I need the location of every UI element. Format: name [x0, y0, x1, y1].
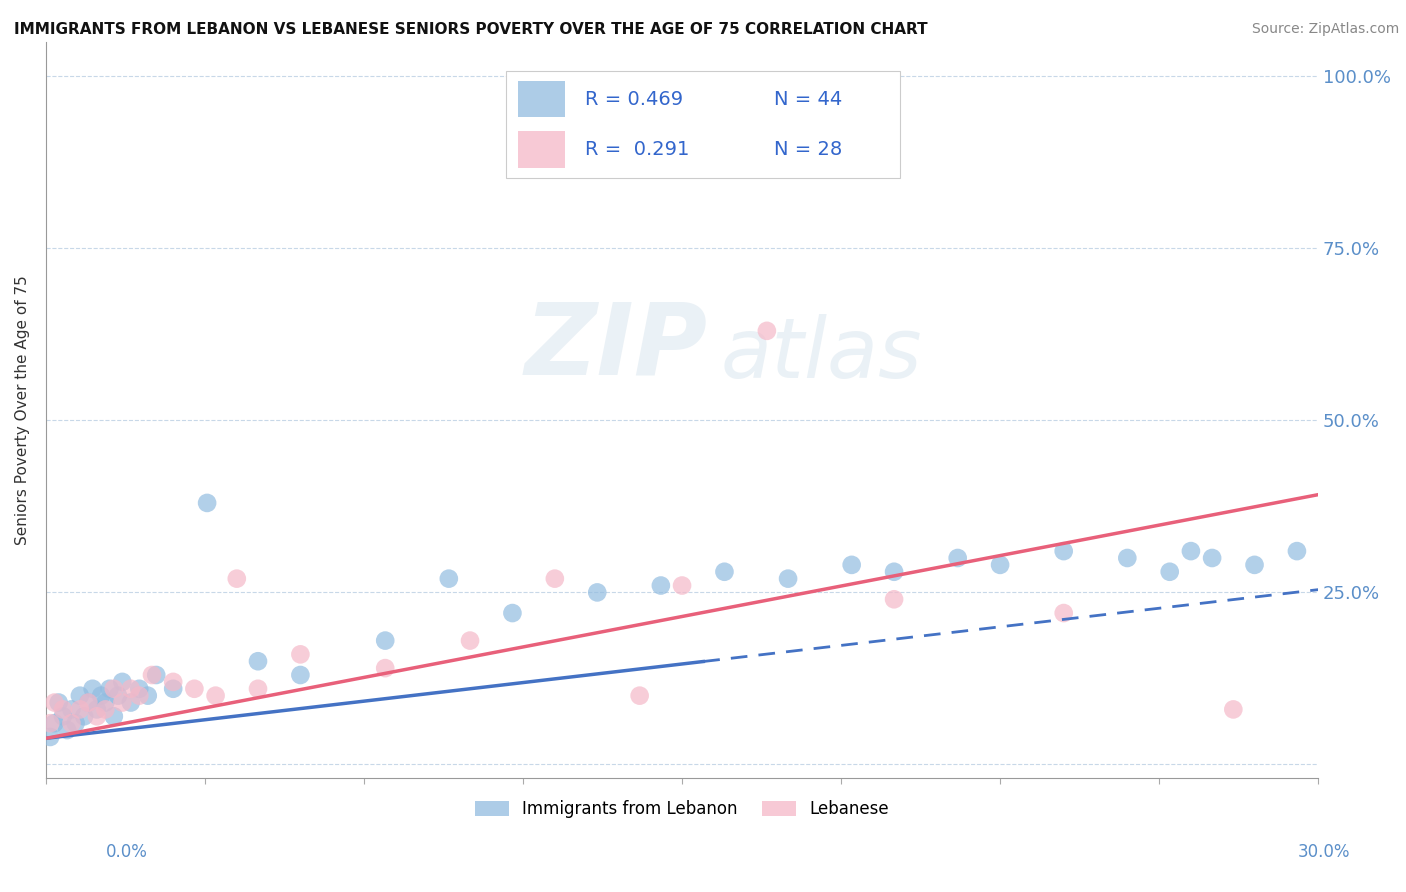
Lebanese [544, 572, 567, 586]
Lebanese [86, 709, 108, 723]
Immigrants from Lebanon [69, 689, 91, 703]
Lebanese [39, 716, 62, 731]
Text: 30.0%: 30.0% [1298, 843, 1350, 861]
Immigrants from Lebanon [1201, 551, 1223, 566]
FancyBboxPatch shape [517, 81, 565, 118]
Immigrants from Lebanon [195, 496, 218, 510]
Lebanese [628, 689, 651, 703]
Immigrants from Lebanon [65, 716, 87, 731]
Immigrants from Lebanon [82, 681, 104, 696]
Immigrants from Lebanon [136, 689, 159, 703]
Lebanese [458, 633, 481, 648]
FancyBboxPatch shape [517, 131, 565, 168]
Immigrants from Lebanon [946, 551, 969, 566]
Lebanese [183, 681, 205, 696]
Text: 0.0%: 0.0% [105, 843, 148, 861]
Lebanese [204, 689, 226, 703]
Immigrants from Lebanon [1116, 551, 1139, 566]
Immigrants from Lebanon [883, 565, 905, 579]
Immigrants from Lebanon [52, 709, 75, 723]
Immigrants from Lebanon [1285, 544, 1308, 558]
Immigrants from Lebanon [162, 681, 184, 696]
Text: N = 28: N = 28 [773, 140, 842, 159]
Lebanese [671, 578, 693, 592]
Immigrants from Lebanon [98, 681, 121, 696]
Immigrants from Lebanon [778, 572, 800, 586]
FancyBboxPatch shape [506, 71, 900, 178]
Lebanese [755, 324, 778, 338]
Lebanese [120, 681, 142, 696]
Immigrants from Lebanon [73, 709, 96, 723]
Immigrants from Lebanon [39, 730, 62, 744]
Lebanese [60, 716, 83, 731]
Lebanese [225, 572, 247, 586]
Lebanese [128, 689, 150, 703]
Lebanese [1222, 702, 1244, 716]
Lebanese [1053, 606, 1076, 620]
Immigrants from Lebanon [437, 572, 460, 586]
Text: Source: ZipAtlas.com: Source: ZipAtlas.com [1251, 22, 1399, 37]
Immigrants from Lebanon [374, 633, 396, 648]
Lebanese [69, 702, 91, 716]
Immigrants from Lebanon [56, 723, 79, 737]
Immigrants from Lebanon [246, 654, 269, 668]
Immigrants from Lebanon [48, 696, 70, 710]
Lebanese [883, 592, 905, 607]
Immigrants from Lebanon [988, 558, 1011, 572]
Lebanese [77, 696, 100, 710]
Immigrants from Lebanon [586, 585, 609, 599]
Lebanese [141, 668, 163, 682]
Lebanese [111, 696, 134, 710]
Immigrants from Lebanon [501, 606, 523, 620]
Immigrants from Lebanon [1159, 565, 1181, 579]
Immigrants from Lebanon [290, 668, 312, 682]
Lebanese [246, 681, 269, 696]
Immigrants from Lebanon [107, 689, 129, 703]
Immigrants from Lebanon [841, 558, 863, 572]
Immigrants from Lebanon [713, 565, 735, 579]
Immigrants from Lebanon [60, 702, 83, 716]
Immigrants from Lebanon [1180, 544, 1202, 558]
Immigrants from Lebanon [120, 696, 142, 710]
Immigrants from Lebanon [90, 689, 112, 703]
Lebanese [290, 648, 312, 662]
Immigrants from Lebanon [44, 716, 66, 731]
Immigrants from Lebanon [650, 578, 672, 592]
Text: R =  0.291: R = 0.291 [585, 140, 689, 159]
Text: atlas: atlas [720, 314, 922, 395]
Lebanese [44, 696, 66, 710]
Immigrants from Lebanon [77, 696, 100, 710]
Y-axis label: Seniors Poverty Over the Age of 75: Seniors Poverty Over the Age of 75 [15, 275, 30, 545]
Immigrants from Lebanon [103, 709, 125, 723]
Lebanese [94, 702, 117, 716]
Immigrants from Lebanon [1243, 558, 1265, 572]
Lebanese [52, 702, 75, 716]
Immigrants from Lebanon [128, 681, 150, 696]
Text: IMMIGRANTS FROM LEBANON VS LEBANESE SENIORS POVERTY OVER THE AGE OF 75 CORRELATI: IMMIGRANTS FROM LEBANON VS LEBANESE SENI… [14, 22, 928, 37]
Text: N = 44: N = 44 [773, 90, 842, 109]
Lebanese [103, 681, 125, 696]
Immigrants from Lebanon [1053, 544, 1076, 558]
Text: ZIP: ZIP [524, 298, 707, 395]
Lebanese [162, 674, 184, 689]
Immigrants from Lebanon [94, 696, 117, 710]
Text: R = 0.469: R = 0.469 [585, 90, 683, 109]
Lebanese [374, 661, 396, 675]
Legend: Immigrants from Lebanon, Lebanese: Immigrants from Lebanon, Lebanese [475, 800, 889, 818]
Immigrants from Lebanon [111, 674, 134, 689]
Immigrants from Lebanon [86, 702, 108, 716]
Immigrants from Lebanon [145, 668, 167, 682]
